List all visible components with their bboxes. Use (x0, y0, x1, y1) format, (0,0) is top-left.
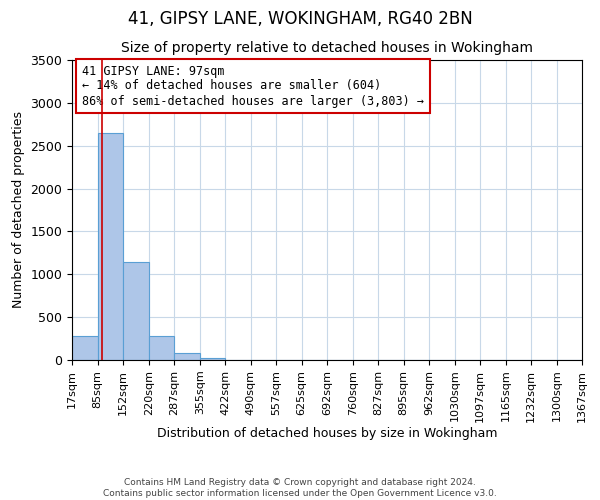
Bar (174, 353, 200, 360)
Bar (98, 133, 123, 360)
Text: Contains HM Land Registry data © Crown copyright and database right 2024.
Contai: Contains HM Land Registry data © Crown c… (103, 478, 497, 498)
Y-axis label: Number of detached properties: Number of detached properties (12, 112, 25, 308)
Text: 41, GIPSY LANE, WOKINGHAM, RG40 2BN: 41, GIPSY LANE, WOKINGHAM, RG40 2BN (128, 10, 472, 28)
Bar (149, 336, 174, 360)
Title: Size of property relative to detached houses in Wokingham: Size of property relative to detached ho… (121, 40, 533, 54)
X-axis label: Distribution of detached houses by size in Wokingham: Distribution of detached houses by size … (157, 428, 497, 440)
Bar (200, 358, 225, 360)
Text: 41 GIPSY LANE: 97sqm
← 14% of detached houses are smaller (604)
86% of semi-deta: 41 GIPSY LANE: 97sqm ← 14% of detached h… (82, 64, 424, 108)
Bar (72, 336, 98, 360)
Bar (123, 262, 149, 360)
